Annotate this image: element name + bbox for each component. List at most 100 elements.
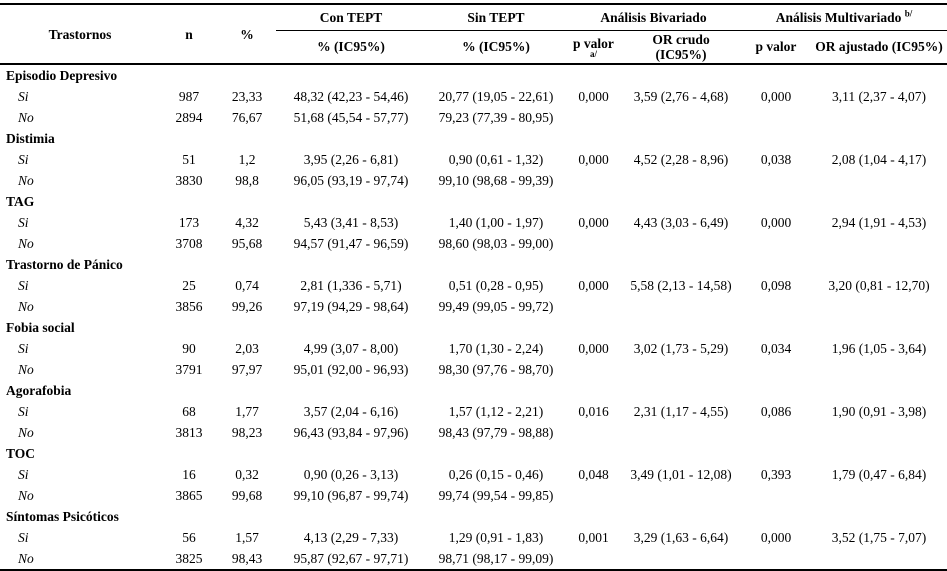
section-label: TOC — [6, 446, 36, 461]
row-level-label: Si — [18, 341, 29, 356]
cell-sin-tept: 99,74 (99,54 - 99,85) — [438, 488, 554, 503]
cell-or-ajustado — [811, 422, 947, 443]
cell-p-multivariado: 0,393 — [760, 467, 792, 482]
cell-p-multivariado — [741, 233, 811, 254]
cell-sin-tept: 20,77 (19,05 - 22,61) — [438, 89, 554, 104]
cell-p-bivariado — [566, 422, 621, 443]
cell-or-ajustado — [811, 107, 947, 128]
cell-or-ajustado: 3,20 (0,81 - 12,70) — [828, 278, 930, 293]
subheader-sin-tept-ic: % (IC95%) — [426, 30, 566, 65]
section-row: TOC — [0, 443, 947, 464]
table-header: Trastornos n % Con TEPT Sin TEPT Análisi… — [0, 4, 947, 65]
cell-or-crudo — [621, 170, 741, 191]
cell-p-bivariado: 0,016 — [578, 404, 609, 419]
header-row-spanners: Trastornos n % Con TEPT Sin TEPT Análisi… — [0, 4, 947, 65]
cell-or-crudo — [621, 296, 741, 317]
data-row: Si 25 0,74 2,81 (1,336 - 5,71) 0,51 (0,28 - … — [0, 275, 947, 296]
cell-p-bivariado — [566, 170, 621, 191]
cell-or-crudo: 4,52 (2,28 - 8,96) — [633, 152, 729, 167]
multivariado-footnote-mark: b/ — [904, 8, 913, 19]
data-row: Si 16 0,32 0,90 (0,26 - 3,13) 0,26 (0,15 - 0… — [0, 464, 947, 485]
cell-sin-tept: 1,57 (1,12 - 2,21) — [448, 404, 544, 419]
col-header-sin-tept: Sin TEPT — [426, 4, 566, 31]
or-crudo-line2: (IC95%) — [655, 46, 707, 62]
cell-p-multivariado — [741, 170, 811, 191]
data-row: Si 68 1,77 3,57 (2,04 - 6,16) 1,57 (1,12 - 2… — [0, 401, 947, 422]
section-row: TAG — [0, 191, 947, 212]
subheader-p-valor-bivariado: p valor a/ — [566, 30, 621, 65]
section-row: Episodio Depresivo — [0, 64, 947, 86]
cell-p-bivariado — [566, 548, 621, 570]
cell-p-bivariado: 0,000 — [578, 341, 609, 356]
cell-or-ajustado: 3,52 (1,75 - 7,07) — [831, 530, 927, 545]
cell-con-tept: 48,32 (42,23 - 54,46) — [293, 89, 409, 104]
cell-or-ajustado: 3,11 (2,37 - 4,07) — [832, 89, 926, 104]
cell-con-tept: 95,01 (92,00 - 96,93) — [293, 362, 409, 377]
col-header-analisis-bivariado: Análisis Bivariado — [566, 4, 741, 31]
cell-p-multivariado: 0,086 — [760, 404, 792, 419]
row-level-label: No — [18, 173, 34, 188]
col-header-pct: % — [218, 4, 276, 65]
data-row: No 3856 99,26 97,19 (94,29 - 98,64) 99,49 (9… — [0, 296, 947, 317]
cell-p-bivariado: 0,000 — [578, 89, 609, 104]
section-label: Agorafobia — [6, 383, 72, 398]
col-header-trastornos: Trastornos — [0, 4, 160, 65]
cell-p-multivariado — [741, 296, 811, 317]
data-row: No 2894 76,67 51,68 (45,54 - 57,77) 79,23 (7… — [0, 107, 947, 128]
cell-n: 3830 — [175, 173, 203, 188]
row-level-label: No — [18, 551, 34, 566]
cell-or-crudo: 4,43 (3,03 - 6,49) — [633, 215, 729, 230]
data-row: Si 56 1,57 4,13 (2,29 - 7,33) 1,29 (0,91 - 1… — [0, 527, 947, 548]
cell-con-tept: 2,81 (1,336 - 5,71) — [300, 278, 402, 293]
cell-or-crudo — [621, 485, 741, 506]
data-row: Si 90 2,03 4,99 (3,07 - 8,00) 1,70 (1,30 - 2… — [0, 338, 947, 359]
cell-sin-tept: 0,26 (0,15 - 0,46) — [448, 467, 544, 482]
cell-pct: 99,26 — [231, 299, 263, 314]
cell-n: 3865 — [175, 488, 203, 503]
cell-con-tept: 51,68 (45,54 - 57,77) — [293, 110, 409, 125]
cell-p-bivariado: 0,000 — [578, 152, 609, 167]
cell-n: 987 — [178, 89, 200, 104]
cell-or-ajustado — [811, 485, 947, 506]
col-header-con-tept: Con TEPT — [276, 4, 426, 31]
data-row: No 3865 99,68 99,10 (96,87 - 99,74) 99,74 (9… — [0, 485, 947, 506]
cell-n: 173 — [178, 215, 200, 230]
table-body: Episodio Depresivo Si 987 23,33 48,32 (42,23… — [0, 64, 947, 570]
cell-con-tept: 96,43 (93,84 - 97,96) — [293, 425, 409, 440]
cell-or-crudo: 3,02 (1,73 - 5,29) — [633, 341, 729, 356]
cell-p-multivariado — [741, 548, 811, 570]
cell-or-crudo: 2,31 (1,17 - 4,55) — [633, 404, 729, 419]
cell-p-bivariado — [566, 359, 621, 380]
cell-n: 3856 — [175, 299, 203, 314]
cell-sin-tept: 0,90 (0,61 - 1,32) — [448, 152, 544, 167]
cell-pct: 23,33 — [231, 89, 263, 104]
subheader-p-valor-multivariado: p valor — [741, 30, 811, 65]
cell-con-tept: 4,99 (3,07 - 8,00) — [303, 341, 399, 356]
cell-con-tept: 94,57 (91,47 - 96,59) — [293, 236, 409, 251]
section-label: TAG — [6, 194, 35, 209]
section-row: Distimia — [0, 128, 947, 149]
cell-or-crudo: 5,58 (2,13 - 14,58) — [630, 278, 732, 293]
section-label: Síntomas Psicóticos — [6, 509, 119, 524]
cell-n: 2894 — [175, 110, 203, 125]
row-level-label: Si — [18, 530, 29, 545]
cell-p-bivariado: 0,000 — [578, 278, 609, 293]
cell-n: 90 — [182, 341, 196, 356]
row-level-label: No — [18, 110, 34, 125]
results-table: Trastornos n % Con TEPT Sin TEPT Análisi… — [0, 3, 947, 571]
cell-p-multivariado — [741, 107, 811, 128]
cell-pct: 76,67 — [231, 110, 263, 125]
cell-sin-tept: 0,51 (0,28 - 0,95) — [448, 278, 544, 293]
row-level-label: Si — [18, 404, 29, 419]
cell-con-tept: 96,05 (93,19 - 97,74) — [293, 173, 409, 188]
cell-or-ajustado — [811, 296, 947, 317]
cell-or-crudo — [621, 548, 741, 570]
cell-n: 3825 — [175, 551, 203, 566]
header-row-subheaders: % (IC95%) % (IC95%) p valor a/ OR crudo (I… — [0, 30, 947, 65]
cell-p-multivariado: 0,038 — [760, 152, 792, 167]
cell-or-crudo: 3,29 (1,63 - 6,64) — [633, 530, 729, 545]
cell-p-bivariado: 0,000 — [578, 215, 609, 230]
cell-con-tept: 3,95 (2,26 - 6,81) — [303, 152, 399, 167]
row-level-label: No — [18, 236, 34, 251]
cell-p-bivariado — [566, 233, 621, 254]
